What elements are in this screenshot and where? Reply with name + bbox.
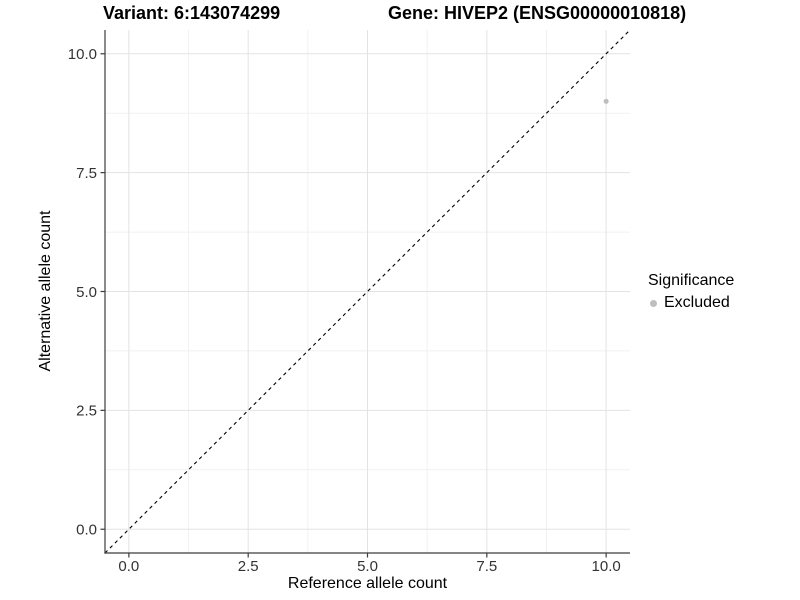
x-tick-label: 5.0	[357, 558, 378, 575]
x-axis-title: Reference allele count	[287, 575, 448, 592]
y-tick-label: 0.0	[76, 522, 97, 539]
y-tick-label: 7.5	[76, 165, 97, 182]
legend-title: Significance	[648, 272, 735, 289]
y-tick-label: 10.0	[68, 46, 97, 63]
data-point	[603, 98, 609, 104]
y-axis-title: Alternative allele count	[37, 210, 54, 372]
y-tick-label: 2.5	[76, 403, 97, 420]
plot-title-gene: Gene: HIVEP2 (ENSG00000010818)	[388, 3, 687, 23]
legend: Significance Excluded	[648, 272, 734, 312]
legend-point-swatch-icon	[650, 299, 657, 307]
x-tick-label: 10.0	[592, 558, 621, 575]
legend-item-excluded: Excluded	[648, 294, 734, 312]
plot-title-variant: Variant: 6:143074299	[103, 3, 281, 23]
x-tick-label: 2.5	[238, 558, 259, 575]
x-tick-label: 0.0	[118, 558, 139, 575]
y-tick-label: 5.0	[76, 284, 97, 301]
x-tick-label: 7.5	[476, 558, 497, 575]
identity-line	[104, 29, 631, 554]
legend-item-label: Excluded	[664, 294, 730, 311]
